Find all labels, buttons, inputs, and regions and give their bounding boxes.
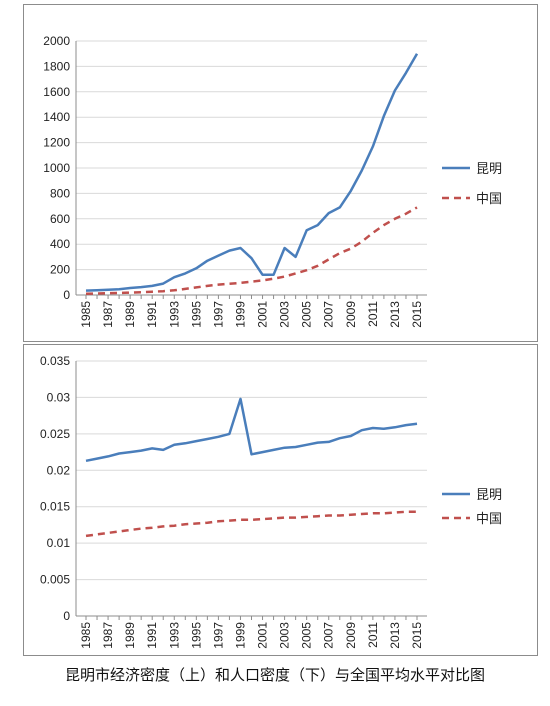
x-tick-label: 2013 (388, 301, 402, 328)
x-tick-label: 2015 (410, 622, 424, 649)
x-tick-label: 1999 (233, 622, 247, 649)
y-tick-label: 600 (50, 212, 70, 226)
y-tick-label: 0.015 (40, 500, 70, 514)
y-tick-label: 0 (63, 288, 70, 302)
x-tick-label: 1995 (189, 301, 203, 328)
x-tick-label: 1999 (233, 301, 247, 328)
y-tick-label: 1400 (43, 110, 70, 124)
series-line-china (85, 510, 417, 538)
x-tick-label: 1997 (211, 301, 225, 328)
legend-label: 昆明 (476, 488, 502, 503)
y-tick-label: 800 (50, 186, 70, 200)
y-tick-label: 0.025 (40, 427, 70, 441)
x-tick-label: 2007 (322, 622, 336, 649)
x-tick-label: 1995 (189, 622, 203, 649)
x-tick-label: 1989 (123, 301, 137, 328)
y-tick-label: 0.035 (40, 354, 70, 368)
y-tick-label: 2000 (43, 34, 70, 48)
series-line-china (85, 206, 418, 295)
y-tick-label: 200 (50, 263, 70, 277)
y-tick-label: 0 (63, 609, 70, 623)
x-tick-label: 1989 (123, 622, 137, 649)
x-tick-label: 1993 (167, 301, 181, 328)
y-tick-label: 0.03 (47, 390, 71, 404)
x-tick-label: 1985 (79, 622, 93, 649)
x-tick-label: 2003 (278, 301, 292, 328)
x-tick-label: 2009 (344, 622, 358, 649)
x-tick-label: 1993 (167, 622, 181, 649)
figure-caption: 昆明市经济密度（上）和人口密度（下）与全国平均水平对比图 (64, 666, 485, 684)
legend-label: 中国 (476, 512, 502, 527)
x-tick-label: 2011 (366, 622, 380, 648)
x-tick-label: 2009 (344, 301, 358, 328)
x-tick-label: 1991 (145, 301, 159, 328)
x-tick-label: 2015 (410, 301, 424, 328)
x-tick-label: 1991 (145, 622, 159, 649)
x-tick-label: 1985 (79, 301, 93, 328)
population-density-chart-panel: 0 0.005 0.01 0.015 0.02 0.025 0.03 0.035 1985 198… (23, 344, 538, 656)
x-tick-label: 2013 (388, 622, 402, 649)
y-tick-label: 0.005 (40, 573, 70, 587)
economic-density-chart-panel: 0 200 400 600 800 1000 1200 1400 1600 1800 2000 198… (23, 4, 538, 342)
x-tick-label: 2007 (322, 301, 336, 328)
x-tick-label: 2003 (278, 622, 292, 649)
series-line-kunming (85, 53, 419, 292)
y-tick-label: 0.01 (47, 536, 71, 550)
y-tick-label: 1800 (43, 59, 70, 73)
x-tick-label: 2001 (256, 622, 270, 649)
x-tick-label: 2011 (366, 301, 380, 327)
economic-density-chart: 0 200 400 600 800 1000 1200 1400 1600 1800 2000 198… (43, 34, 502, 328)
x-tick-label: 1987 (101, 301, 115, 328)
y-tick-label: 400 (50, 237, 70, 251)
y-tick-label: 1600 (43, 85, 70, 99)
y-tick-label: 1000 (43, 161, 70, 175)
x-tick-label: 1997 (211, 622, 225, 649)
x-tick-label: 2001 (256, 301, 270, 328)
legend-label: 昆明 (476, 162, 502, 177)
legend-label: 中国 (476, 192, 502, 207)
x-tick-label: 2005 (300, 622, 314, 649)
population-density-chart: 0 0.005 0.01 0.015 0.02 0.025 0.03 0.035 1985 198… (40, 354, 502, 649)
x-tick-label: 1987 (101, 622, 115, 649)
y-tick-label: 0.02 (47, 463, 71, 477)
x-tick-label: 2005 (300, 301, 314, 328)
y-tick-label: 1200 (43, 136, 70, 150)
series-line-kunming (85, 397, 418, 463)
